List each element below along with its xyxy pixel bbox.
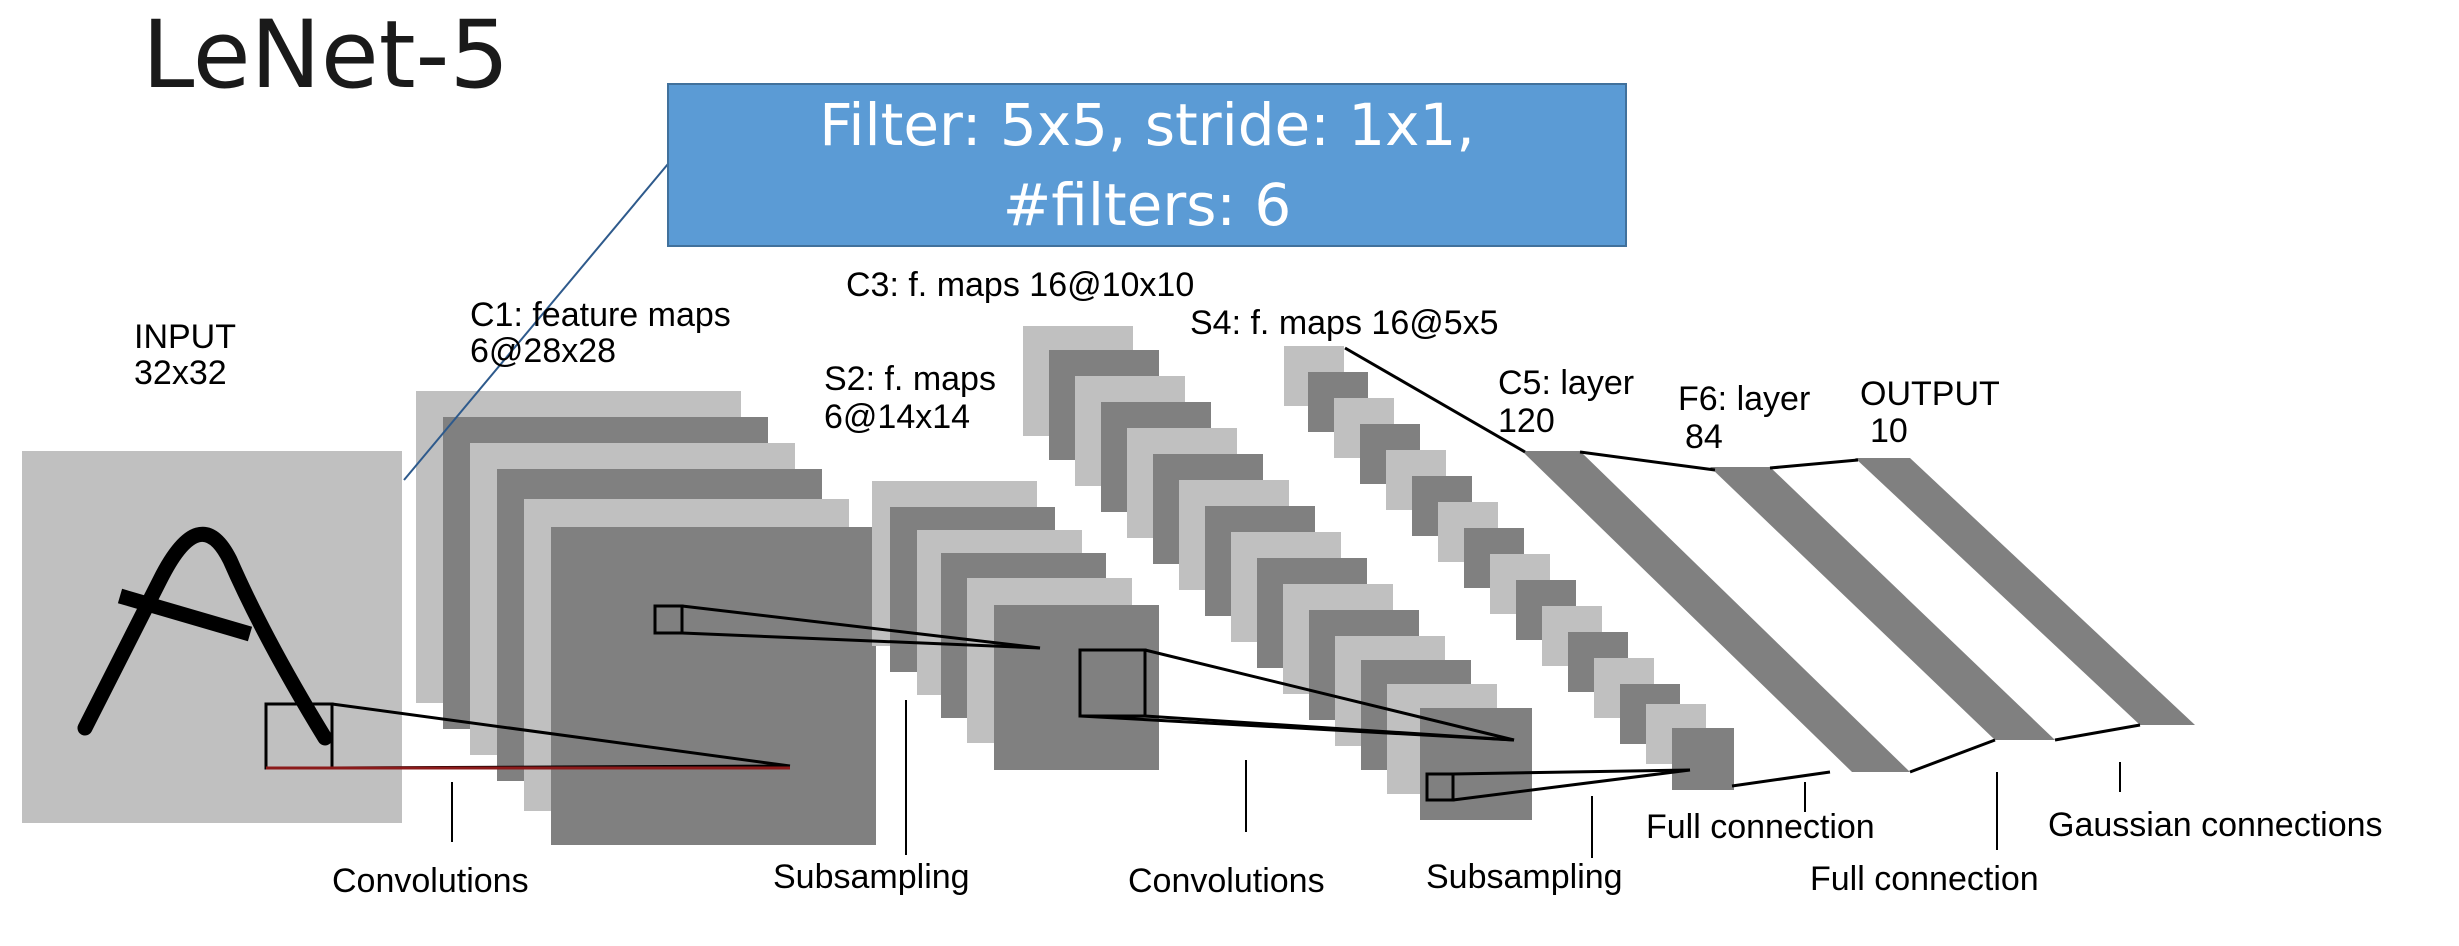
input-letter-a-bar (117, 588, 253, 642)
op-subsampling-2: Subsampling (1426, 858, 1623, 896)
operation-ticks (451, 700, 2121, 858)
c1-size-label: 6@28x28 (470, 332, 616, 370)
output-label: OUTPUT (1860, 375, 2000, 413)
s2-feature-maps (872, 481, 1159, 770)
c5-label: C5: layer (1498, 364, 1634, 402)
page-title: LeNet-5 (142, 1, 510, 110)
filter-callout: Filter: 5x5, stride: 1x1, #filters: 6 (667, 83, 1627, 247)
c3-feature-maps (1023, 326, 1532, 820)
input-label: INPUT (134, 318, 236, 356)
s2-size-label: 6@14x14 (824, 398, 970, 436)
input-size-label: 32x32 (134, 354, 227, 392)
c1-feature-maps (416, 391, 876, 845)
s2-label: S2: f. maps (824, 360, 996, 398)
op-convolutions-2: Convolutions (1128, 862, 1325, 900)
op-full-connection-1: Full connection (1646, 808, 1875, 846)
callout-line-2: #filters: 6 (1002, 171, 1292, 239)
f6-layer (1710, 467, 2055, 740)
f6-size-label: 84 (1685, 418, 1723, 456)
op-subsampling-1: Subsampling (773, 858, 970, 896)
op-full-connection-2: Full connection (1810, 860, 2039, 898)
s4-label: S4: f. maps 16@5x5 (1190, 304, 1499, 342)
f6-label: F6: layer (1678, 380, 1810, 418)
output-size-label: 10 (1870, 412, 1908, 450)
callout-line-1: Filter: 5x5, stride: 1x1, (819, 91, 1475, 159)
c5-layer (1522, 451, 1910, 772)
op-convolutions-1: Convolutions (332, 862, 529, 900)
input-image (22, 451, 402, 823)
s4-feature-maps (1284, 346, 1734, 790)
connection-lines (264, 346, 2141, 802)
c3-label: C3: f. maps 16@10x10 (846, 266, 1194, 304)
c1-label: C1: feature maps (470, 296, 731, 334)
input-letter-a (77, 526, 333, 746)
op-gaussian-connections: Gaussian connections (2048, 806, 2383, 844)
callout-pointer (403, 139, 689, 481)
c5-size-label: 120 (1498, 402, 1555, 440)
output-layer (1855, 458, 2195, 725)
